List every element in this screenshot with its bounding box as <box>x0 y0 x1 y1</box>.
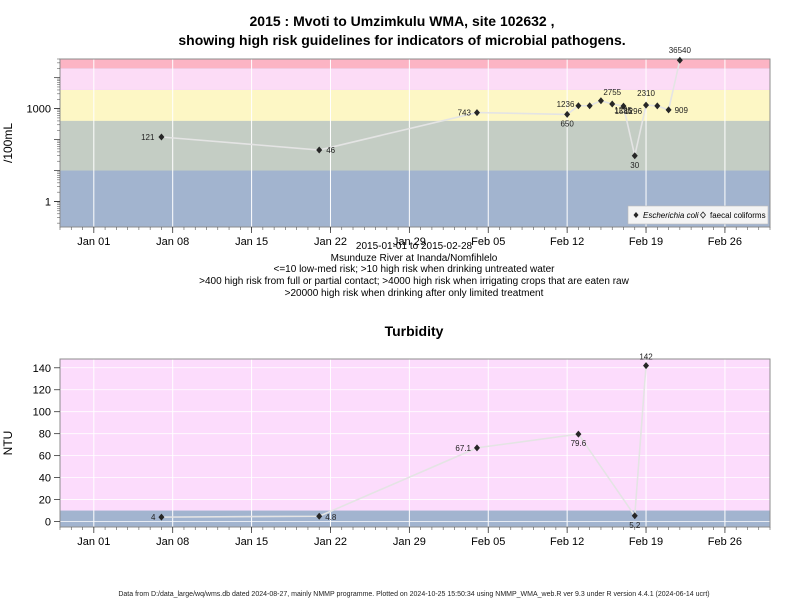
x-tick-label: Feb 05 <box>471 236 505 248</box>
legend-label-faecal: faecal coliforms <box>710 211 766 220</box>
x-tick-label: Feb 12 <box>550 536 584 548</box>
data-point <box>158 513 165 521</box>
data-point <box>473 109 480 117</box>
x-tick-label: Jan 29 <box>393 536 426 548</box>
data-point <box>158 133 165 141</box>
risk-band <box>60 59 770 69</box>
note-treatment: >20000 high risk when drinking after onl… <box>285 288 544 299</box>
data-label: 30 <box>630 161 639 170</box>
data-label: 36540 <box>669 46 692 55</box>
x-tick-label: Feb 19 <box>629 236 663 248</box>
data-label: 121 <box>141 133 155 142</box>
y-tick-label: 1 <box>45 196 51 208</box>
risk-band <box>60 89 770 121</box>
data-label: 79.6 <box>571 439 587 448</box>
y-tick-label: 140 <box>33 363 51 375</box>
risk-band <box>60 68 770 90</box>
data-label: 4.8 <box>325 513 337 522</box>
data-point <box>575 102 582 110</box>
x-tick-label: Feb 26 <box>708 536 742 548</box>
y-tick-label: 20 <box>39 495 51 507</box>
data-point <box>665 106 672 114</box>
legend-label-ecoli: Escherichia coli <box>643 211 699 220</box>
data-point <box>316 146 323 154</box>
data-point <box>654 102 661 110</box>
x-tick-label: Feb 26 <box>708 236 742 248</box>
note-site: Msunduze River at Inanda/Nomfihlelo <box>331 253 498 264</box>
chart-subtitle: showing high risk guidelines for indicat… <box>178 32 625 48</box>
y-tick-label: 0 <box>45 517 51 529</box>
data-label: 1225 <box>614 106 632 115</box>
data-label: 1236 <box>557 100 575 109</box>
x-tick-label: Jan 01 <box>77 536 110 548</box>
plot-frame <box>59 58 771 228</box>
data-label: 1585 <box>615 107 633 116</box>
turbidity-plot: Jan 01 Jan 08 Jan 15 Jan 22 Jan 29 Feb 05 Feb … <box>1 353 771 548</box>
y-tick-label: 1000 <box>27 104 51 116</box>
plot-frame <box>59 358 771 528</box>
data-label: 4 <box>151 513 156 522</box>
y-axis-label: NTU <box>1 431 15 456</box>
y-tick-label: 60 <box>39 451 51 463</box>
data-point <box>676 56 683 64</box>
x-tick-label: Feb 05 <box>471 536 505 548</box>
data-label: 67.1 <box>455 444 471 453</box>
legend-box <box>627 205 769 225</box>
y-tick-label: 40 <box>39 473 51 485</box>
note-drinking: <=10 low-med risk; >10 high risk when dr… <box>274 264 556 275</box>
data-label: 2310 <box>637 89 655 98</box>
note-contact: >400 high risk from full or partial cont… <box>199 276 629 287</box>
x-tick-label: Jan 15 <box>235 536 268 548</box>
series-line <box>161 365 647 519</box>
data-label: 743 <box>458 109 472 118</box>
x-tick-label: Jan 15 <box>235 236 268 248</box>
data-point <box>597 97 604 105</box>
data-point <box>473 444 480 452</box>
data-label: 909 <box>675 106 689 115</box>
data-point <box>586 102 593 110</box>
y-tick-label: 120 <box>33 385 51 397</box>
y-tick-label: 80 <box>39 429 51 441</box>
data-point <box>564 110 571 118</box>
data-label: 650 <box>560 119 574 128</box>
data-label: 1296 <box>624 107 642 116</box>
footer-note: Data from D:/data_large/wq/wms.db dated … <box>118 591 709 598</box>
x-tick-label: Jan 22 <box>314 536 347 548</box>
turbidity-title: Turbidity <box>385 323 444 339</box>
ecoli-plot: Jan 01 Jan 08 Jan 15 Jan 22 Jan 29 Feb 05 Feb … <box>1 46 771 248</box>
x-axis-label: 2015-01-01 to 2015-02-28 <box>356 241 473 252</box>
risk-band <box>60 120 770 171</box>
data-label: 46 <box>326 146 335 155</box>
data-point <box>631 152 638 160</box>
x-tick-label: Jan 01 <box>77 236 110 248</box>
x-tick-label: Jan 08 <box>156 536 189 548</box>
x-tick-label: Feb 12 <box>550 236 584 248</box>
x-tick-label: Jan 22 <box>314 236 347 248</box>
x-tick-label: Feb 19 <box>629 536 663 548</box>
chart-title: 2015 : Mvoti to Umzimkulu WMA, site 1026… <box>250 13 555 29</box>
x-tick-label: Jan 29 <box>393 236 426 248</box>
risk-band <box>60 510 770 527</box>
x-tick-label: Jan 08 <box>156 236 189 248</box>
risk-band <box>60 359 770 511</box>
y-tick-label: 100 <box>33 407 51 419</box>
data-label: 2755 <box>603 88 621 97</box>
data-label: 5.2 <box>629 521 641 530</box>
data-point <box>631 512 638 520</box>
legend-marker-faecal <box>699 211 707 219</box>
data-point <box>316 512 323 520</box>
data-point <box>609 100 616 108</box>
data-point <box>575 430 582 438</box>
data-point <box>620 102 627 110</box>
data-label: 142 <box>639 353 653 362</box>
legend-marker-ecoli <box>633 212 639 218</box>
data-point <box>643 362 650 370</box>
y-axis-label: /100mL <box>1 123 15 163</box>
data-point <box>643 101 650 109</box>
